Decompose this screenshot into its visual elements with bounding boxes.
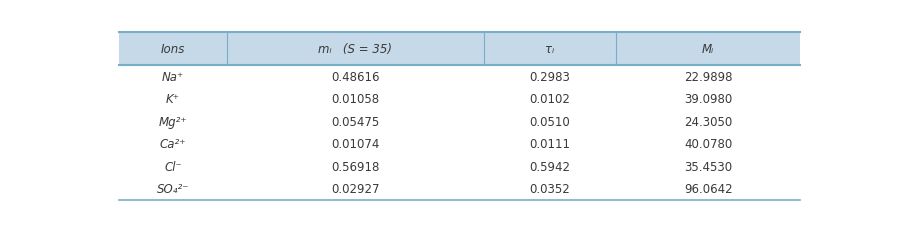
- Text: Cl⁻: Cl⁻: [164, 160, 182, 173]
- Text: τᵢ: τᵢ: [545, 43, 554, 56]
- Text: mᵢ   (S = 35): mᵢ (S = 35): [318, 43, 392, 56]
- Text: 0.0102: 0.0102: [529, 93, 570, 106]
- Text: 35.4530: 35.4530: [684, 160, 732, 173]
- Text: 0.2983: 0.2983: [529, 70, 570, 83]
- Text: 0.01058: 0.01058: [331, 93, 379, 106]
- Text: 0.02927: 0.02927: [331, 182, 379, 195]
- Text: 0.0352: 0.0352: [530, 182, 570, 195]
- Text: 0.56918: 0.56918: [331, 160, 379, 173]
- Text: 0.48616: 0.48616: [331, 70, 379, 83]
- Text: Ions: Ions: [161, 43, 185, 56]
- Text: K⁺: K⁺: [166, 93, 180, 106]
- Text: 40.0780: 40.0780: [684, 138, 732, 151]
- Text: 22.9898: 22.9898: [684, 70, 733, 83]
- Text: 39.0980: 39.0980: [684, 93, 732, 106]
- Text: 0.01074: 0.01074: [331, 138, 379, 151]
- Text: 0.0111: 0.0111: [529, 138, 570, 151]
- Text: Na⁺: Na⁺: [161, 70, 184, 83]
- Bar: [119, 33, 800, 66]
- Text: 24.3050: 24.3050: [684, 115, 732, 128]
- Text: SO₄²⁻: SO₄²⁻: [157, 182, 189, 195]
- Text: 0.5942: 0.5942: [529, 160, 570, 173]
- Text: Ca²⁺: Ca²⁺: [160, 138, 187, 151]
- Text: Mᵢ: Mᵢ: [702, 43, 714, 56]
- Text: 96.0642: 96.0642: [684, 182, 733, 195]
- Text: 0.0510: 0.0510: [530, 115, 570, 128]
- Text: 0.05475: 0.05475: [331, 115, 379, 128]
- Text: Mg²⁺: Mg²⁺: [159, 115, 187, 128]
